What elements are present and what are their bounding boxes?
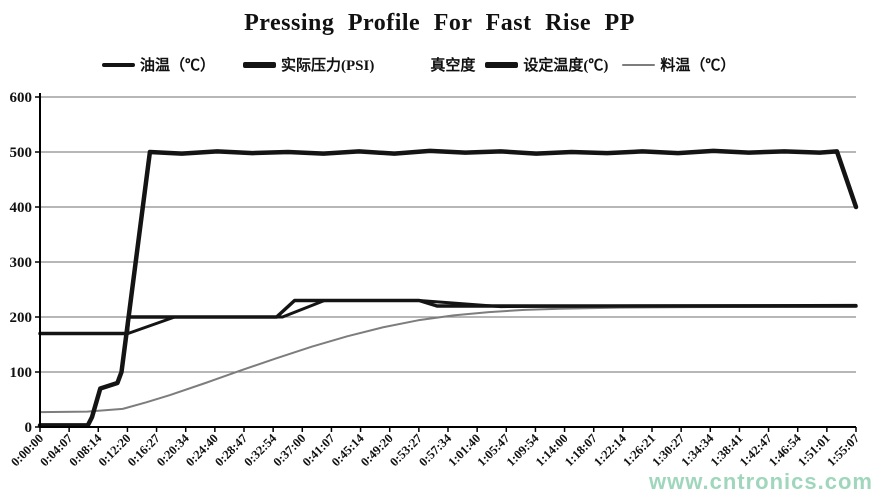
legend-label-pressure: 实际压力(PSI) — [281, 58, 375, 74]
y-tick-label: 400 — [10, 200, 33, 216]
chart-title: Pressing Profile For Fast Rise PP — [244, 10, 635, 36]
legend-label-vacuum: 真空度 — [430, 58, 476, 74]
series-pressure — [37, 148, 859, 428]
legend-item-oil-temp: 油温（℃） — [102, 54, 215, 75]
legend-swatch-oil-temp — [102, 62, 135, 67]
legend-item-set-temp: 设定温度(℃) — [485, 54, 608, 75]
legend-item-pressure: 实际压力(PSI) — [243, 54, 374, 75]
series-lines — [37, 148, 859, 428]
y-tick-label: 200 — [10, 310, 33, 326]
x-axis-ticks: 0:00:000:04:070:08:140:12:200:16:270:20:… — [8, 427, 862, 469]
y-axis-ticks: 0 100 200 300 400 500 600 — [10, 90, 40, 436]
axes — [39, 93, 856, 428]
y-tick-label: 600 — [10, 90, 33, 106]
legend-item-material-temp: 料温（℃） — [622, 54, 735, 75]
watermark: www.cntronics.com — [648, 469, 873, 494]
x-tick-label: 1:55:07 — [824, 431, 862, 469]
legend-label-material-temp: 料温（℃） — [660, 58, 736, 74]
gridlines — [40, 96, 856, 373]
y-tick-label: 0 — [25, 420, 33, 436]
series-material-temp — [39, 305, 857, 414]
legend-swatch-material-temp — [622, 63, 656, 66]
y-tick-label: 500 — [10, 145, 33, 161]
legend-item-vacuum: 真空度 — [430, 54, 475, 75]
legend-swatch-set-temp — [485, 61, 519, 68]
y-tick-label: 300 — [10, 255, 33, 271]
y-tick-label: 100 — [10, 365, 33, 381]
legend-label-set-temp: 设定温度(℃) — [523, 58, 609, 74]
legend-label-oil-temp: 油温（℃） — [140, 58, 216, 74]
chart-legend: 油温（℃） 实际压力(PSI) 真空度 设定温度(℃) 料温（℃） — [102, 54, 735, 75]
legend-swatch-pressure — [243, 61, 277, 68]
